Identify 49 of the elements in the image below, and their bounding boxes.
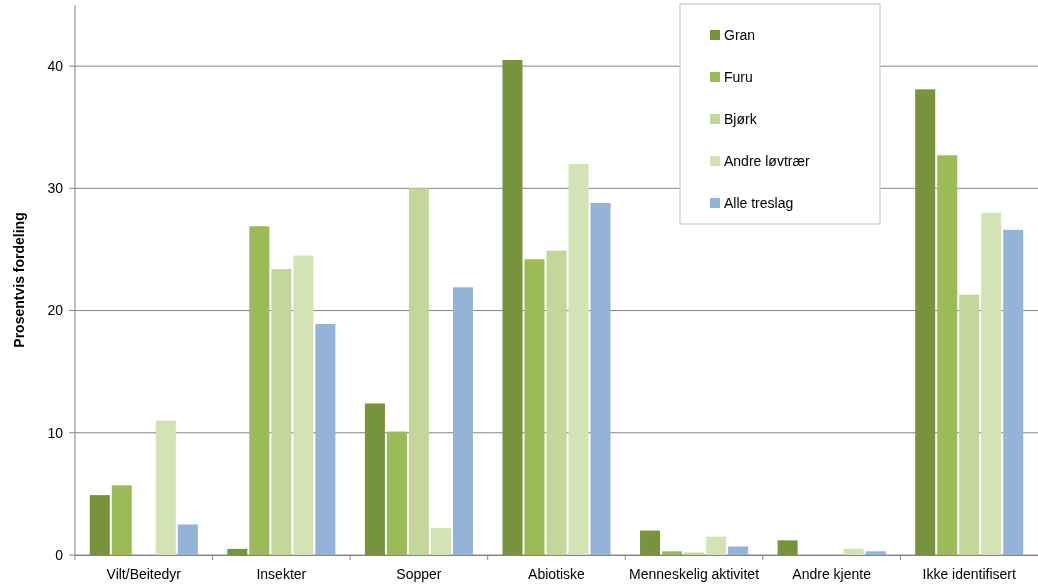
y-tick-label: 0	[55, 546, 64, 563]
bar	[111, 485, 132, 555]
bar	[728, 546, 749, 555]
bar	[524, 259, 545, 555]
x-tick-label: Ikke identifisert	[922, 566, 1017, 582]
bar	[386, 431, 407, 555]
x-tick-label: Abiotiske	[528, 566, 586, 582]
legend-label: Gran	[724, 26, 756, 43]
bar	[843, 548, 864, 555]
bar	[706, 536, 727, 555]
bar	[249, 226, 270, 555]
legend-label: Furu	[724, 68, 753, 85]
bar	[937, 155, 958, 555]
y-tick-label: 20	[47, 302, 64, 319]
bar	[640, 530, 661, 555]
legend-label: Bjørk	[724, 110, 758, 127]
bar	[364, 403, 385, 555]
bar	[408, 188, 429, 555]
legend-label: Andre løvtrær	[724, 152, 810, 169]
x-tick-label: Andre kjente	[792, 566, 872, 582]
bar	[315, 324, 336, 555]
bar	[177, 524, 198, 555]
y-tick-label: 30	[47, 180, 64, 197]
bar	[590, 203, 611, 555]
bar	[662, 551, 683, 555]
bar	[981, 212, 1002, 555]
bar	[430, 528, 451, 555]
bar	[89, 495, 110, 555]
x-tick-label: Insekter	[256, 566, 307, 582]
bar	[959, 294, 980, 555]
bar	[271, 269, 292, 555]
legend-label: Alle treslag	[724, 194, 794, 211]
bar	[546, 250, 567, 555]
bar	[227, 548, 248, 555]
bar	[915, 89, 936, 555]
bar	[293, 255, 314, 555]
bar	[155, 420, 176, 555]
bar	[502, 60, 523, 555]
y-tick-label: 40	[47, 58, 64, 75]
bar	[568, 163, 589, 555]
x-tick-label: Sopper	[396, 566, 442, 582]
bar	[1003, 229, 1024, 555]
bar	[865, 551, 886, 555]
bar	[452, 287, 473, 555]
y-axis-title: Prosentvis fordeling	[11, 212, 27, 348]
bar	[777, 540, 798, 555]
y-tick-label: 10	[47, 424, 64, 441]
x-tick-label: Vilt/Beitedyr	[106, 566, 182, 582]
x-tick-label: Menneskelig aktivitet	[629, 566, 760, 582]
